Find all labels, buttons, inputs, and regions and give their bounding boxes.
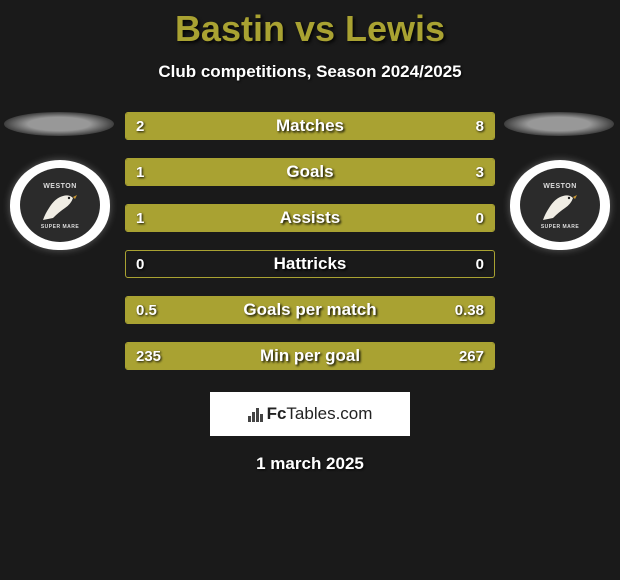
attribution-text: FcTables.com <box>267 404 373 424</box>
stat-row: 0.50.38Goals per match <box>125 296 495 324</box>
crest-text-top: WESTON <box>43 183 77 190</box>
club-crest-left: WESTON SUPER MARE <box>10 160 110 250</box>
gull-icon <box>539 190 581 222</box>
stat-row: 00Hattricks <box>125 250 495 278</box>
page-title: Bastin vs Lewis <box>0 0 620 50</box>
crest-text-bottom: SUPER MARE <box>541 224 579 230</box>
stat-label: Goals per match <box>126 300 494 320</box>
subtitle: Club competitions, Season 2024/2025 <box>0 62 620 82</box>
club-crest-right: WESTON SUPER MARE <box>510 160 610 250</box>
stat-row: 10Assists <box>125 204 495 232</box>
stat-row: 13Goals <box>125 158 495 186</box>
player-left-decor: WESTON SUPER MARE <box>0 112 120 250</box>
gull-icon <box>39 190 81 222</box>
stat-row: 28Matches <box>125 112 495 140</box>
stat-label: Goals <box>126 162 494 182</box>
stats-bars: 28Matches 13Goals 10Assists 00Hattricks 0.50… <box>125 112 495 370</box>
comparison-content: WESTON SUPER MARE WESTON <box>0 112 620 370</box>
player-placeholder-left <box>4 112 114 136</box>
date-text: 1 march 2025 <box>0 454 620 474</box>
player-right-decor: WESTON SUPER MARE <box>500 112 620 250</box>
stat-row: 235267Min per goal <box>125 342 495 370</box>
stat-label: Assists <box>126 208 494 228</box>
stat-label: Min per goal <box>126 346 494 366</box>
crest-text-top: WESTON <box>543 183 577 190</box>
attribution-badge: FcTables.com <box>210 392 410 436</box>
crest-text-bottom: SUPER MARE <box>41 224 79 230</box>
player-placeholder-right <box>504 112 614 136</box>
stat-label: Hattricks <box>126 254 494 274</box>
stat-label: Matches <box>126 116 494 136</box>
bar-chart-icon <box>248 406 263 422</box>
